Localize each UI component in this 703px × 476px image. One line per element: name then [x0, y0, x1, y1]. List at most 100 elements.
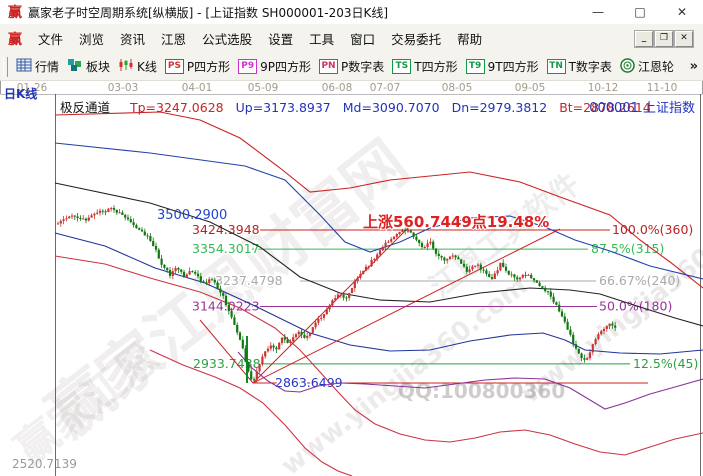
date-tick-label: 06-08: [321, 82, 353, 94]
candle-body: [611, 323, 614, 326]
toolbar-grip[interactable]: [3, 56, 8, 77]
menu-item-2[interactable]: 资讯: [120, 32, 146, 47]
toolbar-button-9T四方形[interactable]: T9 9T四方形: [462, 56, 543, 77]
candle-body: [362, 270, 365, 274]
toolbar-button-K线[interactable]: K线: [114, 56, 161, 77]
candle-body: [580, 353, 583, 359]
candle-body: [392, 236, 396, 240]
chart-area[interactable]: 极反通道 Tp=3247.0628 Up=3173.8937 Md=3090.707…: [0, 94, 703, 476]
candle-body: [224, 295, 228, 306]
candle-body: [390, 239, 393, 242]
mdi-minimize-button[interactable]: _: [635, 30, 653, 47]
candle-body: [112, 207, 116, 210]
menu-item-3[interactable]: 江恩: [161, 32, 187, 47]
candle-body: [490, 277, 494, 279]
candle-body: [230, 311, 233, 318]
toolbar-button-9P四方形[interactable]: P9 9P四方形: [234, 56, 315, 77]
candle-body: [93, 213, 96, 216]
gann-fan-ray: [252, 228, 561, 384]
candle-body: [516, 277, 519, 280]
candle-body: [465, 266, 468, 272]
candle-body: [348, 293, 351, 298]
candle-body: [331, 300, 334, 306]
candle-body: [376, 254, 379, 259]
menu-item-5[interactable]: 设置: [268, 32, 294, 47]
candle-body: [174, 268, 177, 272]
candle-body: [98, 210, 102, 213]
candle-body: [614, 325, 617, 328]
candle-body: [286, 339, 289, 343]
toolbar-button-T四方形[interactable]: TS T四方形: [388, 56, 461, 77]
candle-body: [163, 264, 166, 268]
candle-body: [154, 246, 158, 250]
menu-item-0[interactable]: 文件: [38, 32, 64, 47]
gann-level-price-label: 3237.4798: [215, 273, 283, 288]
menu-item-1[interactable]: 浏览: [79, 32, 105, 47]
candle-body: [194, 272, 197, 274]
menu-bar: 赢 文件 浏览 资讯 江恩 公式选股 设置 工具 窗口 交易委托 帮助 _ ❐ ✕: [0, 24, 703, 54]
menu-item-7[interactable]: 窗口: [350, 32, 376, 47]
candle-body: [485, 270, 488, 274]
menu-item-9[interactable]: 帮助: [457, 32, 483, 47]
candle-body: [292, 337, 295, 342]
candle-body: [171, 271, 174, 276]
candle-body: [339, 294, 342, 296]
close-button[interactable]: ✕: [676, 5, 688, 19]
candle-body: [322, 314, 326, 318]
menu-item-6[interactable]: 工具: [309, 32, 335, 47]
toolbar-button-T数字表[interactable]: TN T数字表: [543, 56, 616, 77]
candle-body: [236, 324, 239, 333]
candle-body: [479, 264, 482, 270]
candle-body: [387, 241, 390, 243]
candle-body: [608, 323, 611, 327]
candle-body: [244, 348, 247, 362]
toolbar-button-label: 9T四方形: [487, 60, 539, 74]
candle-body: [328, 305, 331, 310]
toolbar-button-板块[interactable]: 板块: [63, 56, 114, 77]
minimize-button[interactable]: —: [592, 5, 604, 19]
candle-body: [210, 279, 214, 281]
candle-body: [527, 274, 530, 276]
mdi-close-button[interactable]: ✕: [675, 30, 693, 47]
indicator-name: 极反通道: [60, 100, 111, 115]
candle-body: [188, 271, 191, 275]
candle-body: [583, 358, 586, 360]
blocks-icon: [67, 58, 83, 75]
candle-body: [504, 266, 508, 271]
candle-body: [104, 211, 107, 213]
candle-body: [241, 339, 244, 349]
candle-body: [437, 253, 440, 257]
watermark-text: www.yingjia360.com: [276, 271, 533, 476]
menu-item-8[interactable]: 交易委托: [391, 32, 442, 47]
toolbar-button-江恩轮[interactable]: 江恩轮: [616, 56, 678, 78]
candle-body: [199, 276, 202, 282]
toolbar-button-P数字表[interactable]: PN P数字表: [315, 56, 388, 77]
toolbar-button-label: T数字表: [568, 60, 612, 74]
candle-body: [247, 361, 250, 372]
candle-body: [367, 266, 370, 268]
candle-body: [395, 234, 398, 237]
candle-body: [541, 286, 544, 288]
toolbar-overflow-button[interactable]: »: [689, 59, 698, 74]
candle-body: [219, 288, 222, 293]
candle-body: [597, 334, 600, 340]
menu-item-4[interactable]: 公式选股: [202, 32, 253, 47]
candle-body: [451, 255, 454, 257]
candle-body: [258, 364, 261, 372]
date-tick-label: 05-09: [247, 82, 279, 94]
toolbar-button-行情[interactable]: 行情: [12, 56, 63, 77]
candle-body: [563, 316, 566, 322]
toolbar-button-P四方形[interactable]: PS P四方形: [161, 56, 234, 77]
candle-body: [574, 344, 578, 349]
candle-body: [101, 210, 104, 212]
title-bar: 赢 赢家老子时空周期系统[纵横版] - [上证指数 SH000001-203日K…: [0, 0, 703, 25]
candle-icon: [118, 58, 134, 75]
candle-body: [306, 335, 309, 338]
mdi-window-controls: _ ❐ ✕: [635, 30, 693, 47]
candle-body: [56, 223, 60, 225]
maximize-button[interactable]: □: [634, 5, 646, 19]
candlestick-chart[interactable]: 赢家江恩财富网 江恩工具软件www.yingjia360.comwww.yingj…: [0, 94, 703, 476]
candle-body: [68, 216, 71, 219]
mdi-restore-button[interactable]: ❐: [655, 30, 673, 47]
candle-body: [356, 277, 359, 281]
